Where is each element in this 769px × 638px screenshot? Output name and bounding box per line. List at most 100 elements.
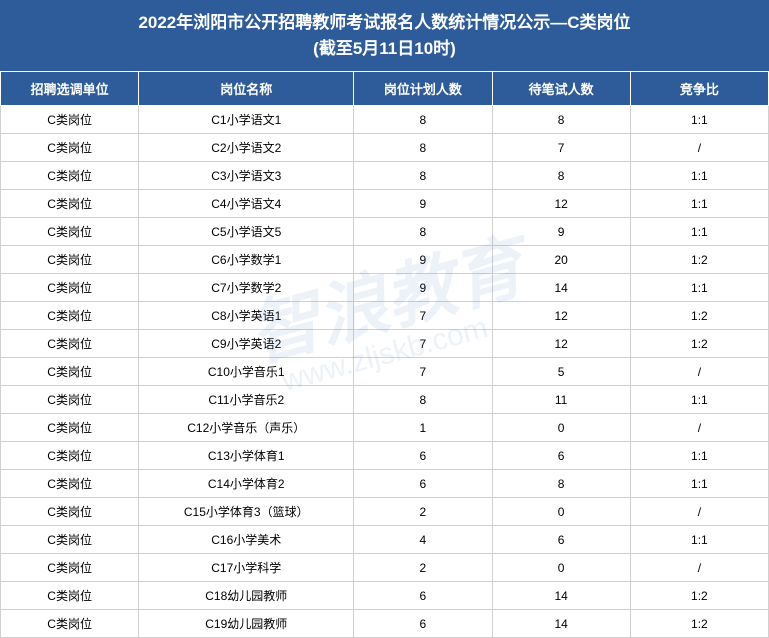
table-cell: 14 [492, 610, 630, 638]
table-cell: 1:2 [630, 246, 768, 274]
table-cell: C6小学数学1 [139, 246, 354, 274]
table-cell: 1:1 [630, 274, 768, 302]
table-cell: C类岗位 [1, 106, 139, 134]
table-row: C类岗位C19幼儿园教师6141:2 [1, 610, 769, 638]
table-row: C类岗位C8小学英语17121:2 [1, 302, 769, 330]
table-row: C类岗位C1小学语文1881:1 [1, 106, 769, 134]
table-cell: 7 [354, 302, 492, 330]
table-cell: C12小学音乐（声乐） [139, 414, 354, 442]
table-cell: C类岗位 [1, 610, 139, 638]
table-cell: C类岗位 [1, 358, 139, 386]
table-cell: C类岗位 [1, 554, 139, 582]
table-cell: 0 [492, 414, 630, 442]
table-cell: / [630, 554, 768, 582]
table-cell: 7 [354, 358, 492, 386]
table-cell: 9 [354, 274, 492, 302]
table-cell: 9 [492, 218, 630, 246]
title-line-2: (截至5月11日10时) [0, 36, 769, 62]
table-cell: / [630, 134, 768, 162]
table-cell: / [630, 358, 768, 386]
table-cell: C类岗位 [1, 218, 139, 246]
header-ratio: 竞争比 [630, 72, 768, 106]
table-cell: 1 [354, 414, 492, 442]
table-cell: 11 [492, 386, 630, 414]
table-cell: 8 [492, 106, 630, 134]
table-cell: C类岗位 [1, 526, 139, 554]
table-cell: C类岗位 [1, 470, 139, 498]
table-row: C类岗位C4小学语文49121:1 [1, 190, 769, 218]
table-cell: 8 [354, 162, 492, 190]
table-cell: C1小学语文1 [139, 106, 354, 134]
table-cell: 1:2 [630, 610, 768, 638]
table-header-row: 招聘选调单位 岗位名称 岗位计划人数 待笔试人数 竞争比 [1, 72, 769, 106]
table-cell: 8 [492, 470, 630, 498]
table-cell: 6 [354, 582, 492, 610]
table-cell: C类岗位 [1, 274, 139, 302]
table-cell: C16小学美术 [139, 526, 354, 554]
table-cell: C11小学音乐2 [139, 386, 354, 414]
table-cell: 14 [492, 274, 630, 302]
table-row: C类岗位C14小学体育2681:1 [1, 470, 769, 498]
table-cell: C类岗位 [1, 190, 139, 218]
table-cell: 1:1 [630, 106, 768, 134]
table-cell: 8 [354, 106, 492, 134]
table-cell: 8 [492, 162, 630, 190]
table-cell: 12 [492, 330, 630, 358]
table-cell: 12 [492, 190, 630, 218]
table-cell: / [630, 498, 768, 526]
table-cell: 7 [354, 330, 492, 358]
table-cell: C18幼儿园教师 [139, 582, 354, 610]
table-row: C类岗位C2小学语文287/ [1, 134, 769, 162]
table-cell: C13小学体育1 [139, 442, 354, 470]
table-cell: C7小学数学2 [139, 274, 354, 302]
table-cell: 8 [354, 386, 492, 414]
table-cell: C10小学音乐1 [139, 358, 354, 386]
table-cell: 14 [492, 582, 630, 610]
table-cell: 6 [354, 470, 492, 498]
table-row: C类岗位C3小学语文3881:1 [1, 162, 769, 190]
table-cell: 1:1 [630, 218, 768, 246]
table-cell: 6 [492, 442, 630, 470]
data-table: 招聘选调单位 岗位名称 岗位计划人数 待笔试人数 竞争比 C类岗位C1小学语文1… [0, 71, 769, 638]
table-cell: C类岗位 [1, 246, 139, 274]
table-cell: 0 [492, 554, 630, 582]
table-cell: 1:1 [630, 470, 768, 498]
table-row: C类岗位C12小学音乐（声乐）10/ [1, 414, 769, 442]
table-body: C类岗位C1小学语文1881:1C类岗位C2小学语文287/C类岗位C3小学语文… [1, 106, 769, 638]
header-unit: 招聘选调单位 [1, 72, 139, 106]
table-cell: 8 [354, 134, 492, 162]
table-cell: 1:2 [630, 302, 768, 330]
table-cell: C类岗位 [1, 302, 139, 330]
table-cell: C15小学体育3（篮球） [139, 498, 354, 526]
table-cell: C类岗位 [1, 582, 139, 610]
table-cell: C5小学语文5 [139, 218, 354, 246]
header-position: 岗位名称 [139, 72, 354, 106]
table-cell: 20 [492, 246, 630, 274]
table-row: C类岗位C11小学音乐28111:1 [1, 386, 769, 414]
table-cell: 6 [354, 442, 492, 470]
table-cell: 0 [492, 498, 630, 526]
table-row: C类岗位C9小学英语27121:2 [1, 330, 769, 358]
table-cell: C类岗位 [1, 442, 139, 470]
table-cell: 1:1 [630, 526, 768, 554]
table-cell: 12 [492, 302, 630, 330]
table-cell: C17小学科学 [139, 554, 354, 582]
table-cell: C2小学语文2 [139, 134, 354, 162]
table-row: C类岗位C13小学体育1661:1 [1, 442, 769, 470]
table-cell: 5 [492, 358, 630, 386]
table-cell: C19幼儿园教师 [139, 610, 354, 638]
table-cell: 1:2 [630, 582, 768, 610]
table-cell: C类岗位 [1, 386, 139, 414]
table-cell: 2 [354, 498, 492, 526]
table-cell: C类岗位 [1, 330, 139, 358]
table-cell: C类岗位 [1, 414, 139, 442]
table-cell: 6 [492, 526, 630, 554]
header-pending: 待笔试人数 [492, 72, 630, 106]
table-row: C类岗位C10小学音乐175/ [1, 358, 769, 386]
table-cell: 1:2 [630, 330, 768, 358]
table-row: C类岗位C18幼儿园教师6141:2 [1, 582, 769, 610]
title-line-1: 2022年浏阳市公开招聘教师考试报名人数统计情况公示—C类岗位 [0, 10, 769, 36]
table-cell: C8小学英语1 [139, 302, 354, 330]
title-section: 2022年浏阳市公开招聘教师考试报名人数统计情况公示—C类岗位 (截至5月11日… [0, 0, 769, 71]
table-cell: 1:1 [630, 162, 768, 190]
